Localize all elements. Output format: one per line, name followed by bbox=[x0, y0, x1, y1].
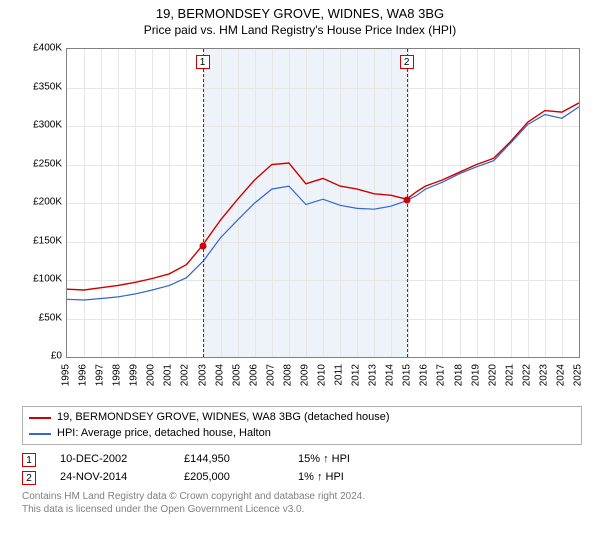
x-axis-label: 2025 bbox=[573, 364, 584, 386]
sale-point bbox=[199, 242, 206, 249]
x-axis-label: 2006 bbox=[248, 364, 259, 386]
license-line: This data is licensed under the Open Gov… bbox=[22, 503, 582, 516]
legend-label: HPI: Average price, detached house, Halt… bbox=[57, 426, 271, 441]
x-axis-label: 2015 bbox=[402, 364, 413, 386]
arrow-up-icon: ↑ bbox=[323, 453, 329, 465]
page-subtitle: Price paid vs. HM Land Registry's House … bbox=[8, 23, 592, 39]
x-axis-label: 2013 bbox=[368, 364, 379, 386]
x-axis-label: 2023 bbox=[538, 364, 549, 386]
legend-swatch bbox=[29, 417, 51, 419]
x-axis-label: 2000 bbox=[146, 364, 157, 386]
sale-price: £205,000 bbox=[184, 469, 274, 487]
x-axis-label: 2024 bbox=[555, 364, 566, 386]
sale-delta: 15% ↑ HPI bbox=[298, 451, 388, 469]
x-axis-label: 2018 bbox=[453, 364, 464, 386]
y-axis-label: £400K bbox=[33, 43, 62, 54]
y-axis-label: £350K bbox=[33, 81, 62, 92]
price-chart: £0 £50K £100K £150K £200K £250K £300K £350K £400… bbox=[20, 44, 580, 404]
x-axis-label: 2011 bbox=[334, 364, 345, 386]
license-line: Contains HM Land Registry data © Crown c… bbox=[22, 490, 582, 503]
y-axis-label: £50K bbox=[39, 312, 62, 323]
x-axis-label: 2012 bbox=[351, 364, 362, 386]
chart-legend: 19, BERMONDSEY GROVE, WIDNES, WA8 3BG (d… bbox=[22, 406, 582, 445]
sale-date: 24-NOV-2014 bbox=[60, 469, 160, 487]
x-axis-label: 2022 bbox=[521, 364, 532, 386]
x-axis-label: 2020 bbox=[487, 364, 498, 386]
event-marker-line bbox=[203, 49, 204, 357]
x-axis-label: 1997 bbox=[95, 364, 106, 386]
x-axis-label: 1998 bbox=[112, 364, 123, 386]
y-axis-label: £250K bbox=[33, 158, 62, 169]
event-badge: 1 bbox=[196, 55, 210, 69]
x-axis-label: 2003 bbox=[197, 364, 208, 386]
sale-point bbox=[403, 196, 410, 203]
sales-table: 1 10-DEC-2002 £144,950 15% ↑ HPI 2 24-NOV-201… bbox=[22, 451, 582, 486]
legend-label: 19, BERMONDSEY GROVE, WIDNES, WA8 3BG (d… bbox=[57, 410, 390, 425]
sale-badge: 2 bbox=[22, 471, 36, 485]
x-axis-label: 2014 bbox=[385, 364, 396, 386]
y-axis-label: £200K bbox=[33, 197, 62, 208]
legend-item: HPI: Average price, detached house, Halt… bbox=[29, 426, 575, 441]
arrow-up-icon: ↑ bbox=[317, 471, 323, 483]
y-axis-label: £100K bbox=[33, 274, 62, 285]
sale-price: £144,950 bbox=[184, 451, 274, 469]
page-title: 19, BERMONDSEY GROVE, WIDNES, WA8 3BG bbox=[8, 6, 592, 23]
series-line-hpi bbox=[67, 107, 579, 300]
y-axis-label: £300K bbox=[33, 120, 62, 131]
event-badge: 2 bbox=[400, 55, 414, 69]
x-axis-label: 2005 bbox=[231, 364, 242, 386]
x-axis-label: 2004 bbox=[214, 364, 225, 386]
series-line-property bbox=[67, 103, 579, 290]
sale-row: 2 24-NOV-2014 £205,000 1% ↑ HPI bbox=[22, 469, 582, 487]
y-axis-label: £150K bbox=[33, 235, 62, 246]
sale-date: 10-DEC-2002 bbox=[60, 451, 160, 469]
sale-badge: 1 bbox=[22, 453, 36, 467]
sale-row: 1 10-DEC-2002 £144,950 15% ↑ HPI bbox=[22, 451, 582, 469]
x-axis-label: 2001 bbox=[163, 364, 174, 386]
x-axis-label: 2010 bbox=[317, 364, 328, 386]
event-marker-line bbox=[407, 49, 408, 357]
y-axis-label: £0 bbox=[51, 351, 62, 362]
x-axis-label: 2008 bbox=[282, 364, 293, 386]
x-axis-label: 2009 bbox=[299, 364, 310, 386]
sale-delta: 1% ↑ HPI bbox=[298, 469, 388, 487]
x-axis-label: 2002 bbox=[180, 364, 191, 386]
x-axis-label: 2019 bbox=[470, 364, 481, 386]
x-axis-label: 2016 bbox=[419, 364, 430, 386]
license-text: Contains HM Land Registry data © Crown c… bbox=[22, 490, 582, 516]
x-axis-label: 2021 bbox=[504, 364, 515, 386]
legend-swatch bbox=[29, 433, 51, 435]
x-axis-label: 1999 bbox=[129, 364, 140, 386]
x-axis-label: 1996 bbox=[78, 364, 89, 386]
x-axis-label: 1995 bbox=[61, 364, 72, 386]
x-axis-label: 2017 bbox=[436, 364, 447, 386]
legend-item: 19, BERMONDSEY GROVE, WIDNES, WA8 3BG (d… bbox=[29, 410, 575, 425]
x-axis-label: 2007 bbox=[265, 364, 276, 386]
